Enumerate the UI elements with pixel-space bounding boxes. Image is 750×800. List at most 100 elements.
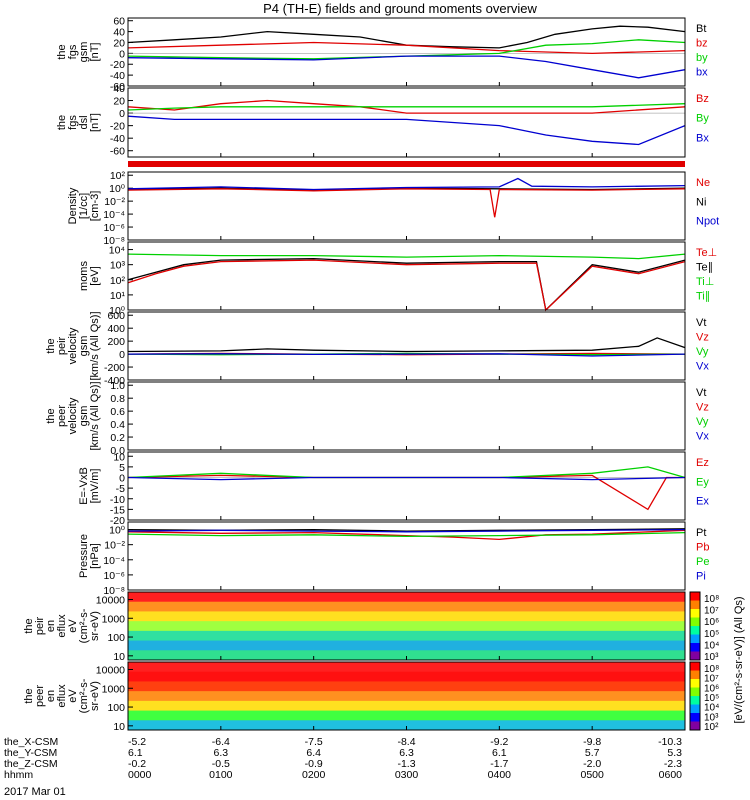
spectrogram-band [128,640,685,651]
y-axis-label: the peer en eflux eV (cm²-s-sr-eV) [23,678,101,713]
y-tick-label: 10³ [110,260,126,272]
y-tick-label: -60 [110,146,125,158]
y-tick-label: 10⁻² [104,540,125,552]
y-label-line: the [56,115,68,130]
y-tick-label: 10⁻² [104,196,125,208]
y-label-line: [nT] [89,43,101,62]
y-label-line: E=-VxB [78,467,90,505]
colorbar-segment [690,687,700,697]
colorbar-label-text: [eV/(cm²-s-sr-eV)] (All Qs) [733,596,745,723]
series-Vx [127,353,686,357]
series-Vt [127,337,686,353]
y-label-line: the [45,338,57,353]
y-label-line: [km/s (All Qs)] [89,381,101,450]
y-tick-label: 1000 [102,683,126,695]
colorbar-tick-label: 10⁷ [704,606,719,617]
ephem-value: -9.8 [583,736,601,748]
y-axis-label: E=-VxB [mV/m] [78,467,101,505]
y-label-line: en [45,620,57,632]
ephem-value: -7.5 [305,736,323,748]
ephem-value: -1.3 [397,758,415,770]
colorbar-segment [690,634,700,644]
spectrogram-band [128,601,685,612]
y-label-line: velocity [67,397,79,434]
ephem-value: -0.5 [212,758,230,770]
y-tick-label: 400 [107,323,125,335]
series-Npot [127,177,686,191]
status-bar [128,161,685,167]
ephemeris-axis: the_X-CSM -5.2 -6.4 -7.5 -8.4 -9.2 -9.8 -10.3 th… [4,736,682,781]
y-tick-label: 0 [119,48,125,60]
colorbar-segment [690,617,700,627]
y-label-line: Pressure [78,534,90,578]
legend-Npot: Npot [696,216,719,228]
series-Pe [127,531,686,538]
ephem-value: -2.3 [664,758,682,770]
y-tick-label: 0.0 [110,445,125,457]
date-label: 2017 Mar 01 [4,786,66,798]
y-tick-label: 10000 [96,664,125,676]
colorbar-segment [690,721,700,731]
ephem-row-label: hhmm [4,769,33,781]
y-tick-label: 10⁻⁶ [103,570,125,582]
ephem-value: 6.1 [128,747,143,759]
y-label-line: sr-eV) [89,611,101,641]
y-label-line: the [23,688,35,703]
ephem-value: -9.2 [490,736,508,748]
y-tick-label: 10⁰ [109,305,126,317]
colorbar-segment [690,662,700,671]
y-label-line: en [45,690,57,702]
legend-Vx: Vx [696,361,709,373]
colorbar-tick-label: 10⁶ [704,617,719,628]
colorbar-tick-label: 10⁵ [704,693,719,704]
ephem-row-label: the_Z-CSM [4,758,58,770]
y-tick-label: 100 [107,702,125,714]
spectrogram-band [128,720,685,731]
colorbar-segment [690,643,700,652]
colorbar-segment [690,592,700,601]
y-label-line: [nT] [89,113,101,132]
ephem-value: 5.7 [585,747,600,759]
y-label-line: [1/cc] [78,193,90,219]
panel-frame [127,241,686,311]
y-tick-label: 1.0 [110,380,125,392]
y-tick-label: 10 [113,651,125,663]
y-tick-label: 60 [113,16,125,28]
y-tick-label: -60 [110,81,125,93]
ephem-value: 0100 [209,769,233,781]
spectrogram-band [128,611,685,622]
legend-Vx: Vx [696,431,709,443]
y-tick-label: 200 [107,336,125,348]
ephem-value: -6.4 [212,736,230,748]
legend-Ti∥: Ti∥ [696,291,710,303]
series-Ex [127,476,686,481]
y-label-line: (cm²-s- [78,608,90,643]
series-Ti [127,253,686,260]
panel-frame [127,87,686,158]
y-label-line: velocity [67,327,79,364]
series-Bx [127,115,686,146]
y-axis-label: the peir velocity gsm [km/s (All Qs)] [45,311,101,380]
y-label-line: Density [67,187,79,224]
y-label-line: eV [67,619,79,633]
ephem-value: -5.2 [128,736,146,748]
legend-By: By [696,113,709,125]
y-label-line: eV [67,689,79,703]
y-tick-label: 10⁻⁴ [103,209,125,221]
colorbar-tick-label: 10⁸ [704,664,719,675]
y-label-line: gsm [78,42,90,63]
ephem-value: -0.2 [128,758,146,770]
y-tick-label: -20 [110,515,125,527]
y-tick-label: -40 [110,133,125,145]
ephem-row-label: the_Y-CSM [4,747,57,759]
y-tick-label: 40 [113,83,125,95]
spectrogram-peir-eflux [128,592,685,661]
y-tick-label: 10¹ [110,290,126,302]
y-label-line: moms [78,261,90,291]
panel-frame [127,171,686,241]
spectrogram-band [128,681,685,692]
ephem-value: 6.3 [214,747,229,759]
y-label-line: fgs [67,115,79,130]
